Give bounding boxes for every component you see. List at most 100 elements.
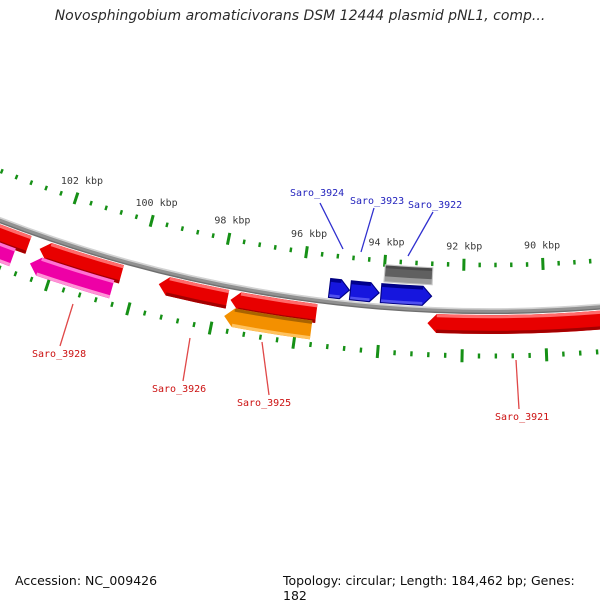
ruler-tick-minor [196, 229, 200, 235]
ruler-inner-tick-minor [325, 343, 329, 350]
gene-arrow-bottom-edge [383, 276, 433, 285]
ruler-tick-minor [14, 174, 19, 180]
gene-label-Saro_3924[interactable]: Saro_3924 [290, 188, 344, 199]
ruler-tick-minor [336, 253, 340, 259]
backbone-arc-highlight [0, 216, 600, 310]
ruler-label: 94 kbp [368, 237, 404, 248]
ruler-inner-tick-minor [77, 292, 82, 298]
ruler-tick-minor [273, 244, 277, 250]
ruler-inner-tick-minor [13, 271, 18, 277]
ruler-tick-minor [211, 233, 215, 239]
ruler-tick-major [225, 232, 232, 246]
gene-red-b[interactable] [39, 242, 124, 284]
ruler-tick-major [72, 192, 80, 205]
ruler-inner-tick-minor [110, 301, 114, 308]
ruler-inner-tick-minor [309, 341, 313, 348]
ruler-label: 90 kbp [524, 240, 560, 251]
gene-red-c[interactable] [230, 292, 318, 323]
ruler-inner-tick-minor [342, 345, 346, 352]
leader-line-Saro_3925 [261, 341, 270, 396]
gene-label-Saro_3928[interactable]: Saro_3928 [32, 349, 86, 360]
leader-line-Saro_3923 [360, 207, 375, 253]
ruler-inner-tick-major [125, 302, 132, 316]
ruler-inner-tick-minor [242, 331, 246, 338]
gene-arrow-bottom-edge [0, 259, 11, 267]
ruler-tick-minor [89, 200, 93, 206]
ruler-tick-minor [258, 242, 262, 248]
gene-arrow-Saro_3926[interactable] [158, 277, 230, 309]
gene-label-Saro_3923[interactable]: Saro_3923 [350, 196, 404, 207]
ruler-label: 92 kbp [446, 241, 482, 252]
ruler-inner-tick-minor [93, 297, 98, 303]
ruler-inner-tick-major [207, 321, 214, 335]
ruler-inner-tick-major [291, 335, 297, 349]
gene-arrow-bottom-edge [231, 323, 311, 340]
gene-arrow-outline [383, 264, 434, 286]
ruler-tick-minor [180, 226, 185, 232]
ruler-tick-minor [242, 239, 246, 245]
ruler-inner-tick-minor [258, 334, 263, 340]
ruler-tick-minor [289, 247, 293, 253]
ruler-label: 100 kbp [136, 198, 178, 209]
ruler-tick-minor [134, 214, 139, 220]
leader-line-Saro_3924 [319, 202, 344, 250]
ruler-tick-minor [320, 251, 324, 257]
ruler-tick-major [383, 254, 387, 267]
gene-arrow-bottom-edge [36, 272, 111, 299]
gene-label-Saro_3922[interactable]: Saro_3922 [408, 200, 462, 211]
gene-arrow-top-edge [0, 224, 32, 240]
leader-line-Saro_3928 [59, 303, 74, 347]
gene-arrow-bottom-edge [165, 292, 227, 309]
leader-line-Saro_3921 [515, 359, 520, 410]
ruler-tick-minor [44, 185, 49, 191]
ruler-inner-tick-major [43, 278, 51, 292]
gene-arrow-top-edge [50, 243, 124, 269]
gene-arrow-top-edge [234, 308, 313, 324]
ruler-inner-tick-minor [192, 321, 196, 328]
sequence-title: Novosphingobium aromaticivorans DSM 1244… [54, 8, 546, 24]
ruler-tick-major [148, 214, 155, 228]
ruler-inner-tick-minor [225, 328, 229, 334]
ruler-label: 102 kbp [61, 176, 103, 187]
gene-arrow-bottom-edge [328, 294, 340, 299]
ruler-inner-tick-minor [159, 314, 163, 320]
ruler-tick-minor [59, 190, 63, 196]
ruler-inner-tick-major [375, 344, 380, 359]
ruler-inner-tick-minor [61, 287, 66, 293]
gene-arrow-bottom-edge [436, 326, 600, 334]
gene-arrow-outline [327, 277, 351, 300]
ruler-tick-minor [119, 209, 124, 215]
ruler-inner-tick-minor [142, 310, 147, 316]
gene-arrow-top-edge [240, 292, 318, 308]
accession-text: Accession: NC_009426 [15, 573, 158, 588]
ruler-tick-minor [165, 222, 169, 228]
map-canvas[interactable]: 102 kbp 100 kbp 98 kbp 96 kbp 94 kbp 92 kbp 90… [0, 0, 600, 560]
gene-arrow-top-edge [330, 278, 342, 284]
backbone-arc-shadow [0, 221, 600, 315]
gene-arrow-bottom-edge [0, 241, 27, 254]
ruler-label: 98 kbp [214, 216, 250, 227]
ruler-tick-minor [0, 168, 4, 174]
ruler-inner-tick-minor [275, 337, 279, 343]
gene-arrow-top-edge [169, 277, 230, 294]
gene-arrow-Saro_3925[interactable] [224, 308, 313, 340]
gene-arrow-Saro_3923[interactable] [349, 280, 380, 302]
topology-summary-text: Topology: circular; Length: 184,462 bp; … [283, 573, 575, 600]
gene-arrow-top-edge [41, 257, 115, 284]
ruler-tick-major [304, 246, 309, 259]
gene-label-Saro_3925[interactable]: Saro_3925 [237, 398, 291, 409]
gene-arrow-top-edge [436, 310, 600, 319]
ruler-inner-tick-major [544, 348, 549, 362]
ruler-inner-tick-minor [175, 318, 180, 324]
ruler-tick-minor [29, 180, 34, 186]
gene-label-Saro_3921[interactable]: Saro_3921 [495, 412, 549, 423]
status-bar: Accession: NC_009426 Topology: circular;… [0, 571, 600, 600]
gene-arrow-outline [348, 280, 380, 303]
ruler-label: 96 kbp [291, 229, 327, 240]
gene-label-Saro_3926[interactable]: Saro_3926 [152, 384, 206, 395]
gene-arrow-outline [379, 283, 433, 306]
gene-arrow-top-edge [0, 242, 16, 252]
ruler-inner-tick-minor [29, 276, 34, 283]
gene-arrow-Saro_3928[interactable] [29, 257, 115, 299]
leader-line-Saro_3926 [182, 337, 191, 382]
